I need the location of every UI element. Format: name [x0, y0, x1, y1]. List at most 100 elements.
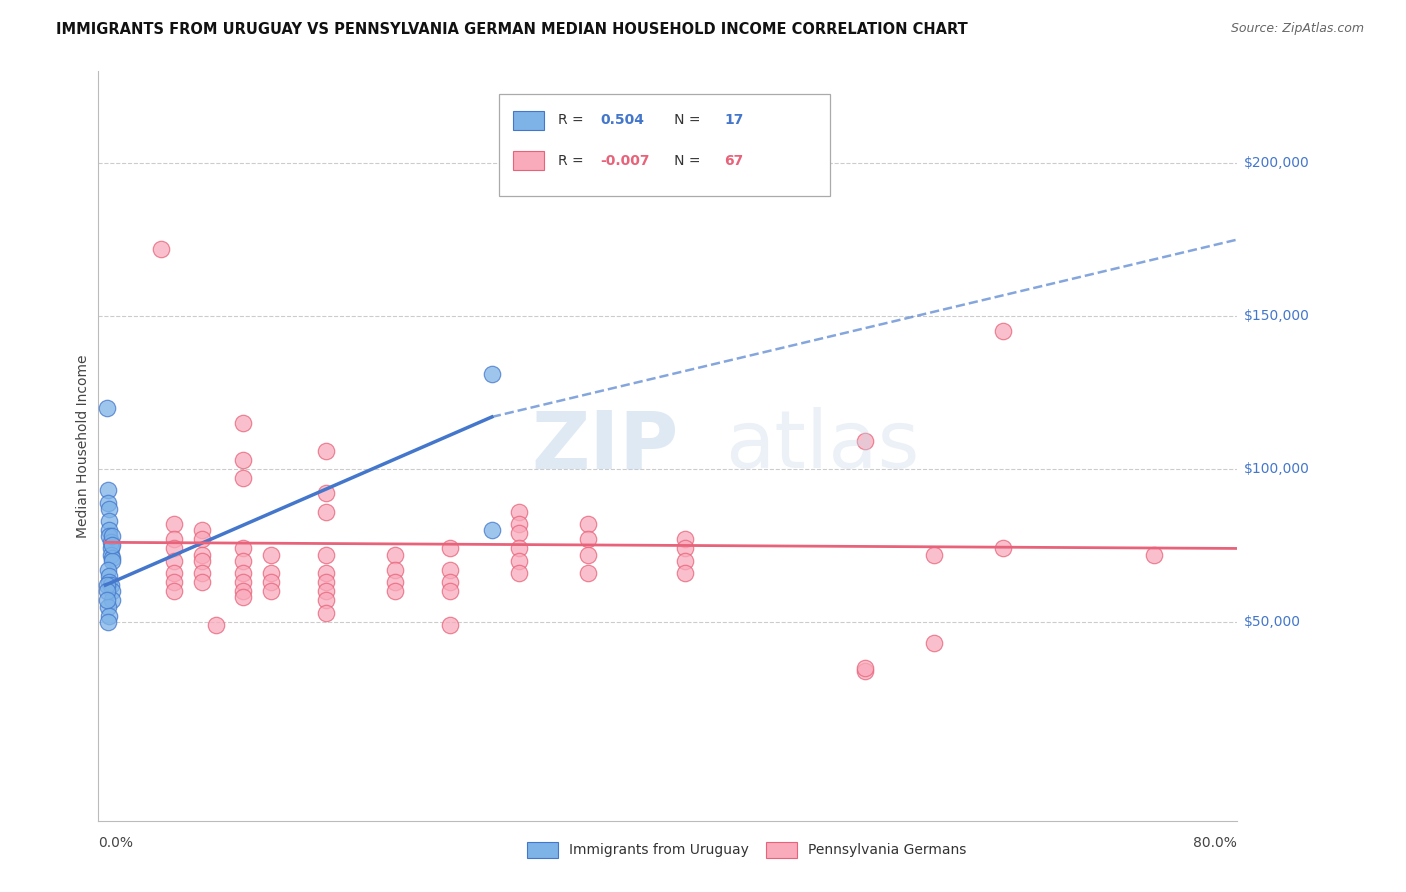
- Point: [508, 516, 530, 531]
- Point: [922, 636, 945, 650]
- Text: 67: 67: [724, 153, 744, 168]
- Point: [204, 618, 226, 632]
- Point: [315, 593, 337, 607]
- Point: [232, 584, 254, 599]
- Point: [853, 434, 876, 449]
- Point: [97, 563, 120, 577]
- Point: [100, 578, 122, 592]
- Point: [163, 566, 186, 580]
- Point: [163, 533, 186, 547]
- Point: [578, 516, 600, 531]
- Point: [232, 554, 254, 568]
- Point: [673, 533, 696, 547]
- Text: IMMIGRANTS FROM URUGUAY VS PENNSYLVANIA GERMAN MEDIAN HOUSEHOLD INCOME CORRELATI: IMMIGRANTS FROM URUGUAY VS PENNSYLVANIA …: [56, 22, 967, 37]
- Point: [98, 523, 121, 537]
- Point: [232, 575, 254, 590]
- Text: R =: R =: [558, 113, 592, 128]
- Point: [232, 452, 254, 467]
- Point: [439, 575, 461, 590]
- Point: [1143, 548, 1166, 562]
- Text: 0.0%: 0.0%: [98, 836, 134, 850]
- Point: [100, 535, 122, 549]
- Text: atlas: atlas: [725, 407, 920, 485]
- Text: Immigrants from Uruguay: Immigrants from Uruguay: [569, 843, 749, 857]
- Point: [481, 367, 503, 381]
- Text: $150,000: $150,000: [1244, 309, 1310, 323]
- Point: [97, 495, 120, 509]
- Text: N =: N =: [661, 153, 704, 168]
- Point: [260, 566, 283, 580]
- Point: [232, 471, 254, 485]
- Point: [232, 416, 254, 430]
- Point: [191, 548, 214, 562]
- Point: [508, 566, 530, 580]
- Point: [101, 538, 124, 552]
- Text: Pennsylvania Germans: Pennsylvania Germans: [808, 843, 967, 857]
- Point: [101, 550, 124, 565]
- Point: [232, 541, 254, 556]
- Point: [191, 575, 214, 590]
- Point: [260, 548, 283, 562]
- Point: [260, 575, 283, 590]
- Point: [315, 566, 337, 580]
- Point: [98, 569, 121, 583]
- Text: R =: R =: [558, 153, 588, 168]
- Text: $100,000: $100,000: [1244, 462, 1310, 476]
- Point: [232, 591, 254, 605]
- Point: [315, 486, 337, 500]
- Point: [481, 523, 503, 537]
- Point: [97, 599, 120, 614]
- Text: 0.504: 0.504: [600, 113, 644, 128]
- Point: [149, 242, 172, 256]
- Text: Source: ZipAtlas.com: Source: ZipAtlas.com: [1230, 22, 1364, 36]
- Point: [191, 566, 214, 580]
- Point: [191, 554, 214, 568]
- Point: [439, 563, 461, 577]
- Point: [96, 401, 118, 415]
- Point: [163, 554, 186, 568]
- Point: [96, 578, 118, 592]
- Point: [101, 554, 124, 568]
- Text: 80.0%: 80.0%: [1194, 836, 1237, 850]
- Point: [98, 608, 121, 623]
- Point: [508, 526, 530, 541]
- Point: [96, 593, 118, 607]
- Y-axis label: Median Household Income: Median Household Income: [76, 354, 90, 538]
- Point: [315, 505, 337, 519]
- Point: [315, 548, 337, 562]
- Point: [97, 615, 120, 629]
- Point: [315, 584, 337, 599]
- Point: [191, 523, 214, 537]
- Point: [315, 575, 337, 590]
- Point: [101, 584, 124, 599]
- Point: [163, 516, 186, 531]
- Point: [101, 593, 124, 607]
- Point: [97, 483, 120, 498]
- Point: [922, 548, 945, 562]
- Text: N =: N =: [661, 113, 704, 128]
- Point: [439, 584, 461, 599]
- Point: [508, 505, 530, 519]
- Point: [232, 566, 254, 580]
- Text: 17: 17: [724, 113, 744, 128]
- Point: [315, 606, 337, 620]
- Point: [100, 548, 122, 562]
- Point: [578, 566, 600, 580]
- Point: [101, 529, 124, 543]
- Point: [315, 443, 337, 458]
- Point: [384, 548, 406, 562]
- Text: $200,000: $200,000: [1244, 156, 1310, 170]
- Point: [673, 541, 696, 556]
- Point: [98, 529, 121, 543]
- Point: [384, 563, 406, 577]
- Point: [508, 554, 530, 568]
- Point: [578, 548, 600, 562]
- Point: [384, 575, 406, 590]
- Point: [191, 533, 214, 547]
- Point: [98, 514, 121, 528]
- Point: [384, 584, 406, 599]
- Point: [991, 324, 1014, 338]
- Point: [96, 584, 118, 599]
- Point: [100, 541, 122, 556]
- Point: [439, 618, 461, 632]
